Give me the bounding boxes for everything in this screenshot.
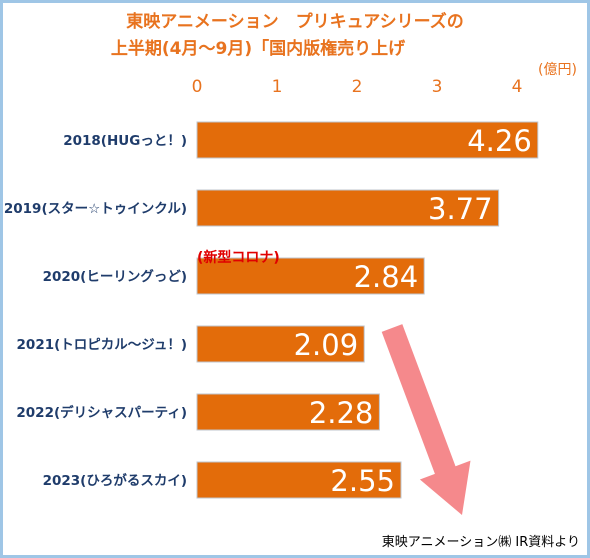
- category-label: 2019(スター☆トゥインクル): [4, 201, 187, 217]
- down-trend-arrow-icon: [381, 324, 471, 515]
- covid-annotation: (新型コロナ): [197, 249, 280, 266]
- chart-title-line-2: 上半期(4月～9月)「国内版権売り上げ: [111, 38, 406, 59]
- chart-title: 東映アニメーション プリキュアシリーズの 上半期(4月～9月)「国内版権売り上げ: [111, 11, 464, 59]
- bar: [196, 189, 500, 227]
- data-labels: 4.26 3.77 2.84 2.09 2.28 2.55: [294, 124, 532, 498]
- value-label: 2.55: [330, 464, 395, 498]
- category-label: 2022(デリシャスパーティ): [16, 404, 187, 421]
- source-note: 東映アニメーション㈱ IR資料より: [382, 534, 580, 550]
- category-label: 2021(トロピカル～ジュ！): [17, 337, 187, 353]
- bar: [196, 121, 539, 159]
- value-label: 2.84: [354, 260, 419, 294]
- value-label: 4.26: [467, 124, 532, 158]
- x-axis: 0 1 2 3 4: [192, 77, 523, 97]
- x-tick-label: 2: [352, 77, 363, 97]
- category-label: 2020(ヒーリングっど): [43, 268, 187, 285]
- category-label: 2018(HUGっと！): [63, 133, 187, 149]
- category-axis: 2018(HUGっと！) 2019(スター☆トゥインクル) 2020(ヒーリングっど…: [4, 133, 187, 489]
- category-label: 2023(ひろがるスカイ): [43, 472, 187, 489]
- x-tick-label: 1: [272, 77, 283, 97]
- bar: [196, 325, 365, 363]
- chart-title-line-1: 東映アニメーション プリキュアシリーズの: [126, 11, 463, 32]
- unit-label: (億円): [538, 62, 577, 78]
- value-label: 2.09: [294, 328, 359, 362]
- x-tick-label: 3: [432, 77, 443, 97]
- x-tick-label: 4: [512, 77, 523, 97]
- value-label: 3.77: [428, 192, 493, 226]
- trend-arrow: [381, 324, 471, 515]
- bar-series: [196, 121, 539, 499]
- bar: [196, 393, 380, 431]
- bar: [196, 257, 425, 295]
- x-tick-label: 0: [192, 77, 203, 97]
- value-label: 2.28: [309, 396, 374, 430]
- bar: [196, 461, 402, 499]
